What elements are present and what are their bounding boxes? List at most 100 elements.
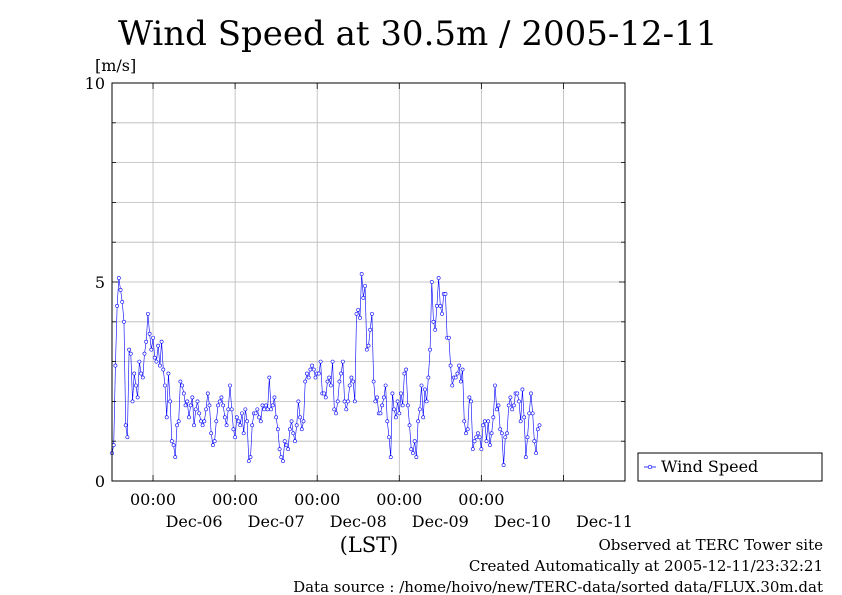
data-point — [417, 407, 422, 412]
x-tick-label-time: 00:00 — [458, 490, 504, 509]
data-point — [265, 407, 270, 412]
data-point — [467, 395, 472, 400]
data-point — [212, 439, 217, 444]
data-point — [470, 447, 475, 452]
data-point — [322, 391, 326, 396]
data-point — [171, 443, 176, 448]
data-point — [243, 407, 248, 412]
data-point — [166, 371, 171, 376]
data-point — [207, 403, 212, 408]
data-point — [130, 399, 135, 404]
data-point — [359, 272, 364, 276]
data-point — [115, 303, 120, 308]
data-point — [222, 415, 227, 420]
data-point — [116, 276, 121, 280]
data-point — [426, 375, 431, 380]
data-point — [496, 403, 501, 408]
data-point — [393, 415, 398, 420]
data-point — [219, 395, 224, 400]
data-point — [317, 371, 321, 376]
data-point — [161, 367, 166, 372]
data-point — [428, 347, 432, 352]
y-tick-label: 5 — [95, 273, 105, 292]
data-point — [455, 371, 460, 376]
x-tick-label-date: Dec-10 — [494, 512, 551, 531]
data-point — [368, 327, 373, 332]
data-point — [491, 415, 496, 420]
data-point — [486, 419, 491, 424]
data-point — [204, 407, 208, 412]
data-point — [383, 383, 388, 388]
data-point — [465, 427, 470, 432]
data-point — [450, 383, 455, 388]
data-point — [181, 391, 186, 396]
data-point — [407, 423, 412, 428]
footer-source: Data source : /home/hoivo/new/TERC-data/… — [293, 578, 823, 595]
data-point — [534, 451, 538, 456]
data-point — [419, 383, 424, 388]
data-point — [438, 303, 443, 308]
data-point — [503, 435, 508, 440]
y-tick-label: 10 — [85, 74, 105, 93]
data-point — [199, 419, 203, 424]
data-point — [113, 363, 118, 368]
x-tick-label-date: Dec-08 — [330, 512, 387, 531]
data-point — [205, 391, 210, 396]
data-point — [481, 423, 485, 428]
data-point — [125, 435, 130, 440]
data-point — [200, 423, 205, 428]
data-point — [501, 463, 506, 467]
data-point — [356, 307, 361, 312]
data-point — [482, 419, 487, 424]
x-tick-label-date: Dec-09 — [412, 512, 469, 531]
data-point — [511, 403, 516, 408]
data-point — [340, 359, 345, 364]
data-point — [530, 411, 535, 416]
data-point — [152, 355, 157, 360]
data-point — [506, 403, 511, 408]
data-point — [361, 296, 366, 300]
data-point — [436, 276, 441, 280]
x-axis-label: (LST) — [340, 533, 399, 557]
data-point — [183, 403, 188, 408]
data-point — [279, 455, 284, 460]
data-point — [270, 403, 275, 408]
data-point — [151, 335, 155, 340]
data-point — [291, 431, 296, 436]
data-point — [173, 455, 178, 460]
data-point — [180, 383, 185, 388]
data-point — [402, 371, 407, 376]
data-point — [253, 411, 258, 416]
data-point — [282, 439, 287, 444]
x-tick-label-time: 00:00 — [294, 490, 340, 509]
data-point — [263, 403, 268, 408]
data-point — [363, 284, 367, 288]
data-point — [118, 288, 123, 292]
data-point — [308, 367, 313, 372]
data-point — [351, 379, 356, 384]
data-point — [484, 439, 489, 444]
data-point — [346, 399, 350, 404]
data-point — [334, 411, 338, 416]
data-point — [127, 347, 132, 352]
data-point — [335, 399, 340, 404]
data-point — [221, 403, 226, 408]
data-point — [527, 411, 532, 416]
footer-observed: Observed at TERC Tower site — [598, 536, 823, 554]
data-point — [479, 447, 484, 452]
data-point — [423, 387, 427, 392]
data-point — [493, 383, 497, 388]
data-point — [210, 443, 215, 448]
data-point — [241, 431, 246, 436]
data-point — [246, 459, 251, 464]
data-point — [358, 315, 362, 320]
data-point — [269, 407, 273, 412]
data-point — [508, 395, 513, 400]
data-point — [301, 419, 306, 424]
data-point — [228, 383, 232, 388]
data-point — [164, 415, 169, 420]
x-axis-ticks: 00:00 00:00 00:00 00:00 00:00 Dec-06 Dec-07 Dec… — [130, 83, 633, 531]
data-point — [234, 415, 239, 420]
data-point — [520, 387, 525, 392]
